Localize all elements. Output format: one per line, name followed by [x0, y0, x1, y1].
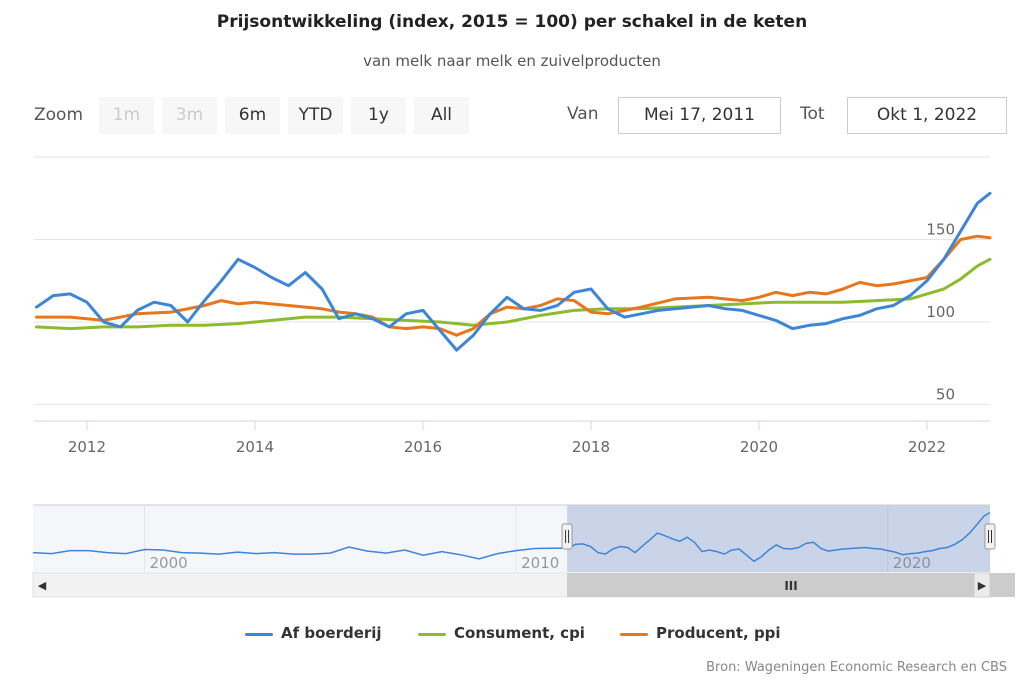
x-tick-label: 2018 [572, 438, 610, 456]
legend-label: Af boerderij [281, 624, 382, 642]
navigator-right-handle[interactable] [984, 523, 996, 550]
scrollbar-grip-icon: III [784, 579, 797, 593]
navigator-tick-label: 2000 [149, 554, 187, 572]
scroll-left-icon[interactable]: ◀ [38, 579, 47, 592]
scroll-right-icon[interactable]: ▶ [978, 579, 987, 592]
zoom-1y-button[interactable]: 1y [351, 97, 406, 134]
x-tick-label: 2016 [404, 438, 442, 456]
legend-label: Producent, ppi [656, 624, 781, 642]
legend-label: Consument, cpi [454, 624, 585, 642]
navigator-tick-label: 2020 [893, 554, 931, 572]
scrollbar-thumb[interactable] [567, 573, 1015, 597]
navigator-selected-range[interactable] [567, 505, 990, 572]
legend-swatch-icon [620, 633, 648, 636]
y-tick-label: 50 [936, 386, 955, 404]
zoom-label: Zoom [34, 105, 84, 125]
zoom-1m-button[interactable]: 1m [99, 97, 154, 134]
navigator-background [33, 505, 990, 572]
zoom-ytd-button[interactable]: YTD [288, 97, 343, 134]
to-label: Tot [800, 104, 825, 124]
chart-subtitle: van melk naar melk en zuivelproducten [363, 52, 661, 70]
from-date-input[interactable]: Mei 17, 2011 [618, 97, 781, 134]
series-line-af-boerderij[interactable] [35, 191, 992, 352]
source-credit: Bron: Wageningen Economic Research en CB… [706, 660, 1007, 675]
zoom-6m-button[interactable]: 6m [225, 97, 280, 134]
x-tick-label: 2014 [236, 438, 274, 456]
navigator-series-line [32, 511, 991, 563]
navigator-left-handle[interactable] [561, 523, 573, 550]
zoom-3m-button[interactable]: 3m [162, 97, 217, 134]
navigator-tick-label: 2010 [521, 554, 559, 572]
to-date-input[interactable]: Okt 1, 2022 [847, 97, 1007, 134]
scroll-right-button[interactable] [973, 572, 991, 598]
x-tick-label: 2012 [68, 438, 106, 456]
x-tick-label: 2022 [908, 438, 946, 456]
legend-swatch-icon [418, 633, 446, 636]
y-tick-label: 100 [926, 303, 955, 321]
zoom-all-button[interactable]: All [414, 97, 469, 134]
from-label: Van [567, 104, 599, 124]
series-line-producent-ppi[interactable] [35, 234, 992, 337]
chart-title: Prijsontwikkeling (index, 2015 = 100) pe… [216, 12, 808, 32]
x-tick-label: 2020 [740, 438, 778, 456]
legend-swatch-icon [245, 633, 273, 636]
y-tick-label: 150 [926, 221, 955, 239]
